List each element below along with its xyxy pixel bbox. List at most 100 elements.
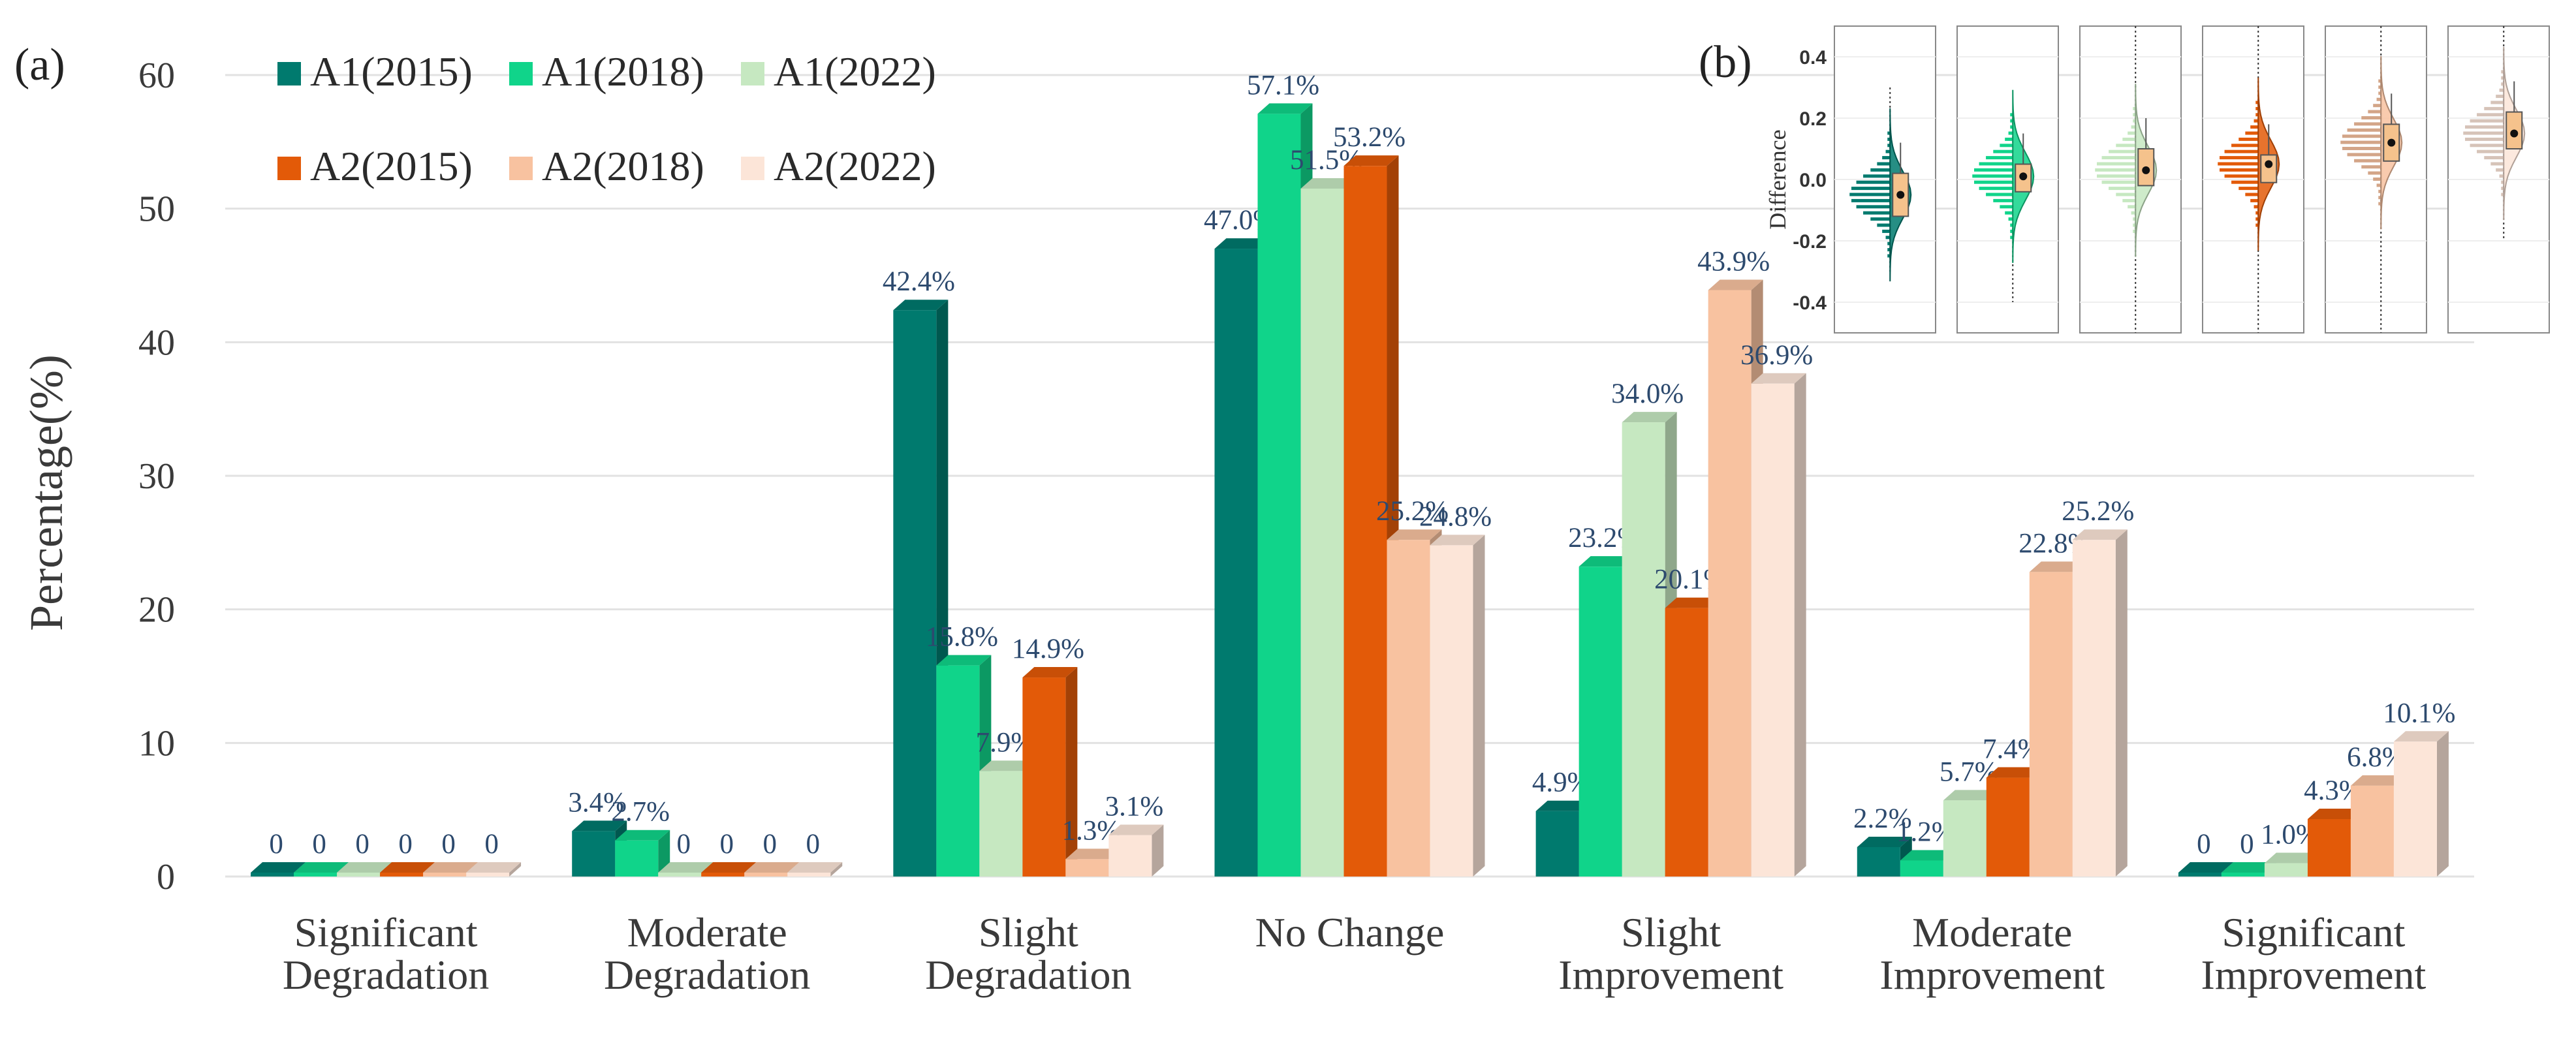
- category-label: Improvement: [1558, 952, 1783, 998]
- y-tick-label: 10: [138, 723, 175, 764]
- bar-top: [1343, 155, 1399, 166]
- inset-hist-bar: [2010, 119, 2013, 123]
- bar-A2(2015): [2307, 818, 2351, 877]
- inset-hist-bar: [2231, 180, 2259, 184]
- inset-hist-bar: [2255, 106, 2259, 110]
- bar-top: [1214, 238, 1270, 249]
- bar-top: [701, 862, 757, 873]
- bar-A2(2015): [1343, 166, 1387, 877]
- inset-median-dot: [2510, 129, 2519, 138]
- inset-hist-bar: [2131, 125, 2136, 129]
- inset-hist-bar: [2255, 101, 2259, 104]
- data-label: 14.9%: [1012, 634, 1084, 664]
- data-label: 24.8%: [1419, 501, 1492, 532]
- data-label: 3.4%: [568, 787, 627, 818]
- inset-hist-bar: [2255, 223, 2259, 227]
- inset-hist-bar: [2101, 156, 2136, 160]
- bar-top: [1430, 535, 1485, 546]
- inset-hist-bar: [1877, 162, 1891, 166]
- bar-top: [2178, 862, 2233, 873]
- inset-hist-bar: [2133, 106, 2136, 110]
- inset-hist-bar: [2231, 144, 2259, 148]
- data-label: 3.1%: [1105, 792, 1164, 822]
- legend-swatch: [741, 62, 764, 85]
- inset-hist-bar: [2342, 147, 2381, 150]
- data-label: 0: [312, 829, 326, 860]
- data-label: 15.8%: [926, 622, 998, 653]
- bar-top: [1108, 824, 1164, 835]
- inset-hist-bar: [1851, 187, 1891, 191]
- inset-hist-bar: [2465, 137, 2504, 141]
- data-label: 0: [355, 829, 369, 860]
- bar-A2(2018): [1387, 540, 1430, 877]
- bar-A1(2015): [893, 310, 937, 877]
- inset-hist-bar: [1986, 193, 2013, 196]
- inset-hist-bar: [1885, 236, 1891, 240]
- bar-A1(2022): [2264, 863, 2308, 877]
- bar-top: [572, 820, 627, 831]
- bar-top: [1708, 279, 1763, 290]
- data-label: 0: [398, 829, 413, 860]
- inset-hist-bar: [2010, 113, 2013, 117]
- inset-hist-bar: [1887, 241, 1891, 245]
- bar-A1(2015): [1535, 811, 1579, 877]
- inset-hist-bar: [2378, 202, 2381, 206]
- bar-A1(2015): [1857, 847, 1900, 877]
- bar-A1(2018): [2221, 873, 2265, 877]
- data-label: 0: [676, 829, 691, 860]
- inset-hist-bar: [2376, 97, 2381, 101]
- inset-median-dot: [2265, 160, 2273, 168]
- inset-hist-bar: [1882, 156, 1891, 160]
- bar-top: [1622, 412, 1677, 423]
- data-label: 0: [269, 829, 283, 860]
- y-tick-label: 20: [138, 590, 175, 630]
- inset-hist-bar: [2465, 125, 2504, 129]
- inset-hist-bar: [2133, 119, 2136, 123]
- bar-A1(2018): [1257, 114, 1301, 877]
- bar-A1(2015): [572, 831, 616, 877]
- y-axis-label: Percentage(%): [20, 354, 72, 631]
- inset-hist-bar: [2250, 125, 2259, 129]
- inset-hist-bar: [1974, 180, 2013, 184]
- bar-side: [1473, 535, 1485, 877]
- inset-hist-bar: [2501, 70, 2504, 74]
- inset-hist-bar: [1993, 149, 2013, 153]
- inset-hist-bar: [1979, 162, 2013, 166]
- inset-hist-bar: [1849, 193, 1891, 196]
- bar-top: [380, 862, 435, 873]
- inset-hist-bar: [2109, 187, 2136, 191]
- bar-A2(2015): [1986, 777, 2030, 877]
- bar-top: [1387, 529, 1442, 540]
- bar-A2(2022): [2072, 540, 2116, 877]
- inset-hist-bar: [2220, 168, 2259, 172]
- y-tick-label: 0: [157, 857, 175, 897]
- data-label: 0: [2240, 829, 2254, 860]
- bar-top: [1857, 836, 1912, 847]
- inset-hist-bar: [2220, 156, 2259, 160]
- legend-label: A2(2018): [542, 143, 704, 189]
- bar-top: [2393, 731, 2449, 742]
- inset-hist-bar: [2218, 162, 2259, 166]
- inset-hist-bar: [2133, 217, 2136, 221]
- data-label: 0: [2197, 829, 2211, 860]
- inset-hist-bar: [2484, 156, 2504, 160]
- bar-A2(2018): [744, 873, 788, 877]
- inset-hist-bar: [1887, 248, 1891, 252]
- category-label: No Change: [1255, 909, 1445, 956]
- inset-hist-bar: [2378, 91, 2381, 95]
- inset-hist-bar: [2255, 217, 2259, 221]
- inset-hist-bar: [2361, 116, 2381, 119]
- inset-hist-bar: [2501, 76, 2504, 80]
- bar-top: [615, 830, 670, 841]
- bar-side: [1152, 824, 1164, 877]
- bar-A1(2022): [337, 873, 381, 877]
- inset-hist-bar: [2097, 162, 2136, 166]
- legend-label: A1(2018): [542, 48, 704, 95]
- inset-hist-bar: [2010, 223, 2013, 227]
- category-label: Degradation: [925, 952, 1131, 998]
- inset-hist-bar: [2373, 104, 2381, 108]
- bar-top: [979, 760, 1035, 771]
- bar-top: [337, 862, 392, 873]
- inset-hist-bar: [2378, 189, 2381, 193]
